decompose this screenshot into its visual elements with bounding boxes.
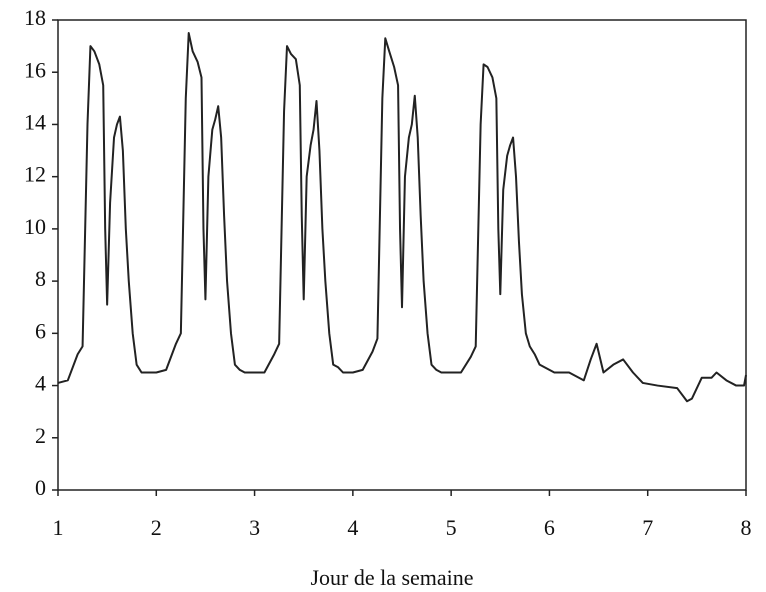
x-tick-label: 3 xyxy=(249,515,260,540)
x-tick-label: 7 xyxy=(642,515,653,540)
x-tick-label: 4 xyxy=(347,515,358,540)
plot-frame xyxy=(57,19,747,491)
x-tick-label: 5 xyxy=(446,515,457,540)
y-tick-label: 12 xyxy=(24,162,46,187)
y-tick-label: 0 xyxy=(35,475,46,500)
data-line xyxy=(57,32,747,403)
y-tick-label: 10 xyxy=(24,214,46,239)
y-tick-label: 14 xyxy=(24,109,46,134)
x-tick-label: 8 xyxy=(741,515,752,540)
x-tick-label: 2 xyxy=(151,515,162,540)
y-tick-label: 2 xyxy=(35,423,46,448)
y-tick-label: 6 xyxy=(35,318,46,343)
x-axis-label: Jour de la semaine xyxy=(310,565,473,590)
x-tick-label: 1 xyxy=(53,515,64,540)
y-tick-label: 4 xyxy=(35,371,46,396)
x-tick-label: 6 xyxy=(544,515,555,540)
y-tick-label: 16 xyxy=(24,57,46,82)
y-tick-label: 18 xyxy=(24,5,46,30)
y-tick-label: 8 xyxy=(35,266,46,291)
